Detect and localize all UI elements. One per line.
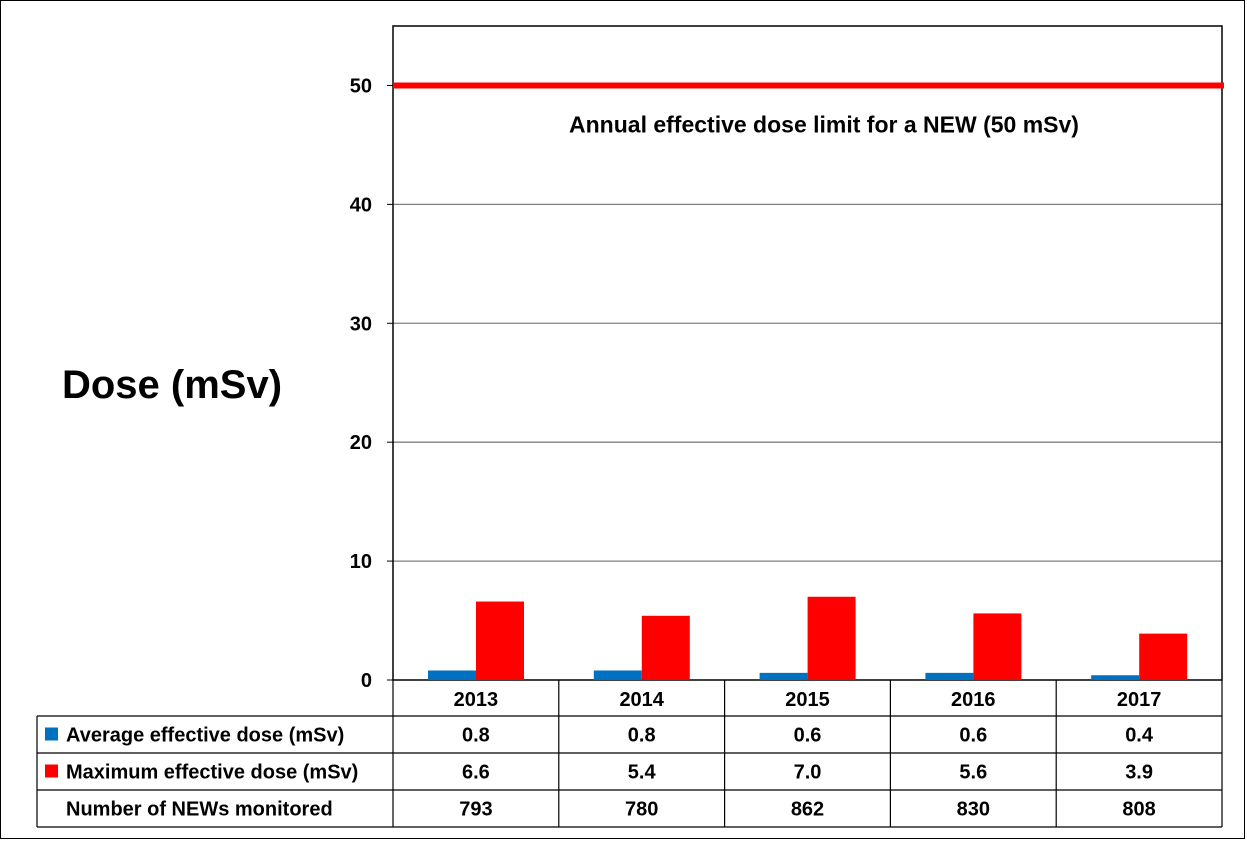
x-tick-label-2016: 2016 <box>951 689 996 711</box>
table-cell: 780 <box>625 799 658 821</box>
y-tick-label: 40 <box>350 194 372 216</box>
maximum-dose-bar-2014 <box>641 615 690 680</box>
dose-limit-annotation: Annual effective dose limit for a NEW (5… <box>569 111 1079 137</box>
table-cell: 808 <box>1122 799 1155 821</box>
x-tick-label-2014: 2014 <box>619 689 664 711</box>
maximum-dose-bar-2017 <box>1139 633 1188 680</box>
maximum-dose-bar-2015 <box>807 596 856 680</box>
data-table: 2013 2014 2015 2016 2017 Average effective do… <box>36 680 1223 828</box>
reference-line-group: Annual effective dose limit for a NEW (5… <box>393 82 1224 137</box>
legend-swatch-maximum <box>45 764 58 778</box>
y-axis-label: Dose (mSv) <box>62 363 282 407</box>
table-cell: 3.9 <box>1125 762 1153 784</box>
table-cell: 0.8 <box>628 725 656 747</box>
table-row-label: Maximum effective dose (mSv) <box>66 762 358 784</box>
y-tick-label: 30 <box>350 313 372 335</box>
average-dose-bar-2017 <box>1091 675 1140 680</box>
table-row-label: Number of NEWs monitored <box>66 799 333 821</box>
x-tick-label-2015: 2015 <box>785 689 830 711</box>
legend-swatch-average <box>45 727 58 741</box>
maximum-dose-bar-2016 <box>973 613 1022 680</box>
table-cell: 7.0 <box>794 762 822 784</box>
table-cell: 793 <box>459 799 492 821</box>
table-cell: 5.4 <box>628 762 657 784</box>
y-tick-labels: 0 10 20 30 40 50 <box>350 75 393 692</box>
table-cell: 862 <box>791 799 824 821</box>
y-tick-label: 50 <box>350 75 372 97</box>
x-tick-label-2017: 2017 <box>1117 689 1162 711</box>
average-dose-bar-2015 <box>759 672 808 680</box>
table-cell: 0.4 <box>1125 725 1154 747</box>
y-tick-label: 0 <box>361 670 372 692</box>
average-dose-bar-2013 <box>428 670 476 680</box>
table-row-label: Average effective dose (mSv) <box>66 725 344 747</box>
table-cell: 6.6 <box>462 762 490 784</box>
y-tick-label: 20 <box>350 432 372 454</box>
average-dose-bar-2016 <box>925 672 974 680</box>
average-dose-bar-2014 <box>593 670 642 680</box>
table-cell: 0.6 <box>794 725 822 747</box>
table-cell: 5.6 <box>959 762 987 784</box>
table-cell: 830 <box>957 799 990 821</box>
maximum-dose-bar-2013 <box>476 601 524 680</box>
table-cell: 0.6 <box>959 725 987 747</box>
table-cell: 0.8 <box>462 725 490 747</box>
bars <box>428 596 1188 680</box>
y-tick-label: 10 <box>350 551 372 573</box>
x-tick-label-2013: 2013 <box>454 689 499 711</box>
